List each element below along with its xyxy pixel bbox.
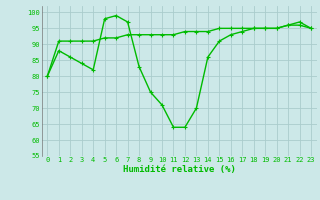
X-axis label: Humidité relative (%): Humidité relative (%) [123,165,236,174]
